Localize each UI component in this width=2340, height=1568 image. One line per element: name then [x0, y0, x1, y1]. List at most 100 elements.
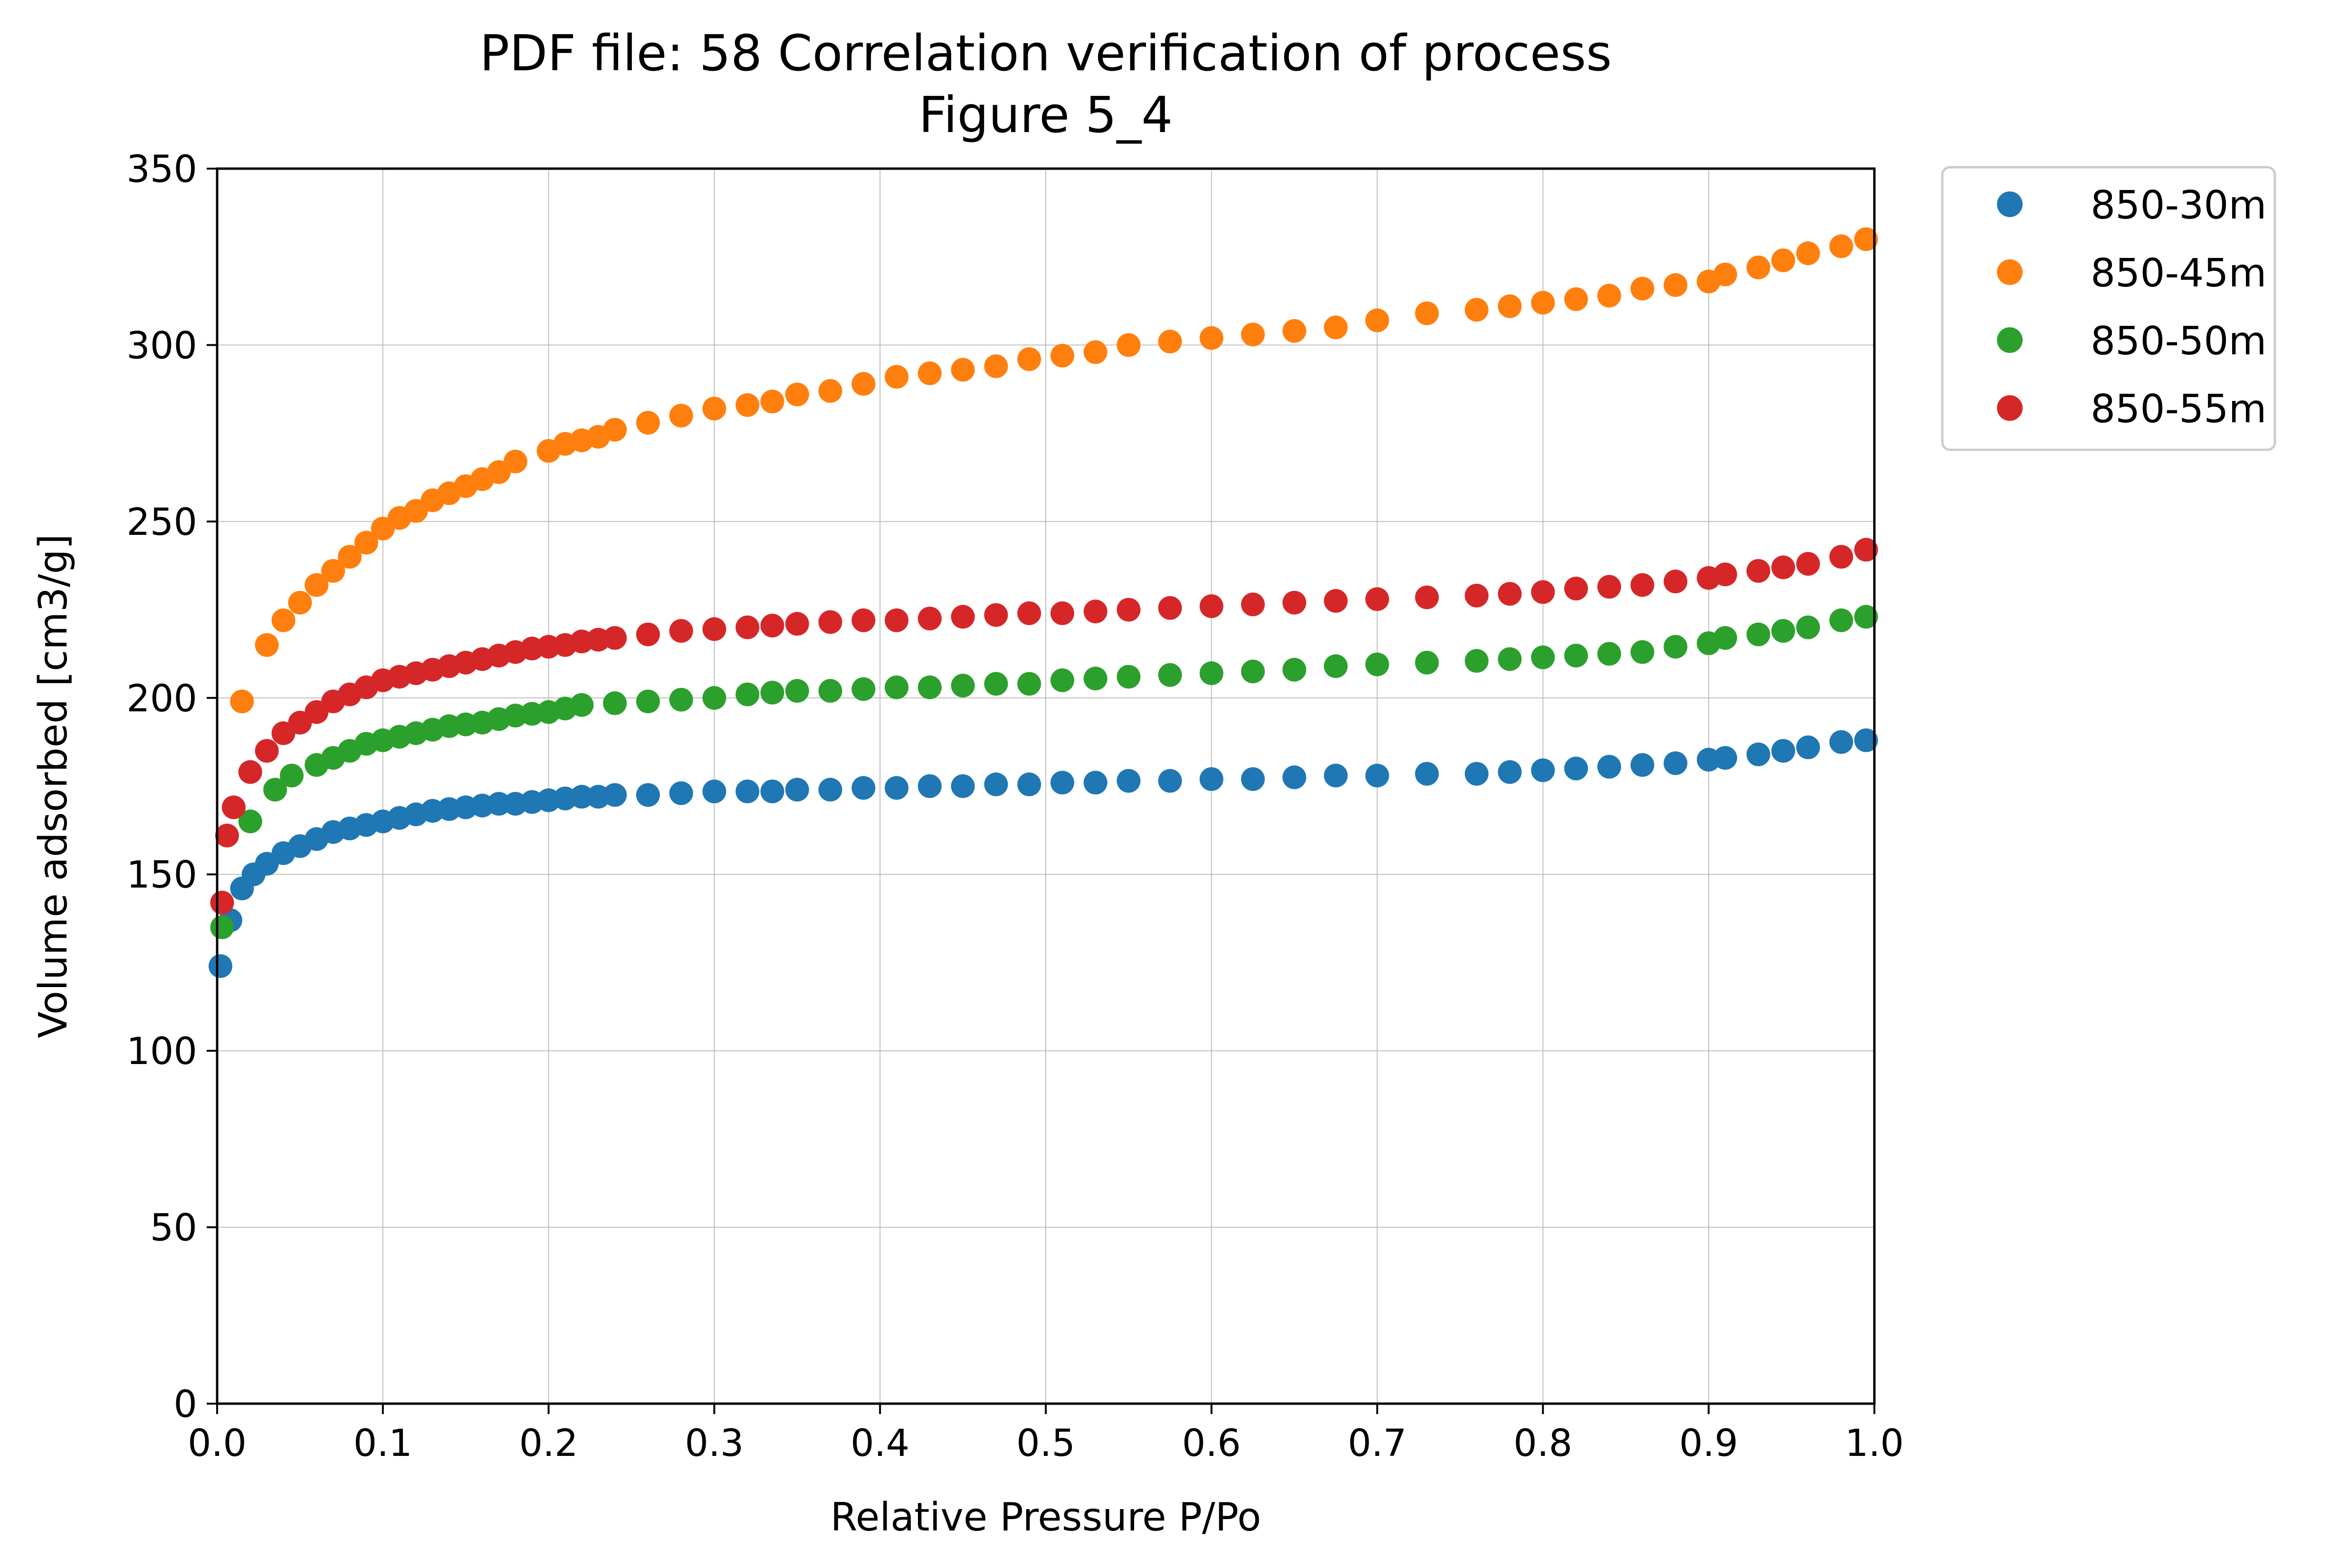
- chart-title-line-1: PDF file: 58 Correlation verification of…: [480, 24, 1612, 82]
- data-point: [1158, 596, 1182, 620]
- data-point: [1663, 635, 1688, 659]
- data-point: [760, 390, 784, 414]
- data-point: [885, 675, 909, 699]
- data-point: [1199, 661, 1223, 685]
- data-point: [1158, 769, 1182, 793]
- data-point: [1771, 739, 1796, 763]
- data-point: [570, 693, 594, 717]
- data-point: [1365, 308, 1389, 333]
- data-point: [851, 677, 876, 701]
- data-point: [818, 610, 842, 634]
- legend-label: 850-55m: [2091, 387, 2266, 432]
- data-point: [503, 449, 527, 474]
- data-point: [984, 603, 1008, 627]
- legend-marker: [1997, 191, 2023, 217]
- data-point: [1854, 227, 1878, 251]
- data-point: [1464, 762, 1489, 786]
- data-point: [1282, 765, 1307, 789]
- axis-ticks: 0.0 0.1 0.2 0.3 0.4 0.5 0.6 0.7 0.8 0.9 1.0 0 50 100 1…: [126, 148, 1904, 1465]
- data-point: [1282, 590, 1307, 615]
- data-point: [760, 779, 784, 804]
- data-point: [760, 614, 784, 637]
- data-point: [1158, 663, 1182, 687]
- data-point: [1017, 347, 1041, 371]
- data-point: [885, 608, 909, 632]
- data-point: [1017, 672, 1041, 696]
- data-point: [917, 675, 942, 699]
- y-axis-label: Volume adsorbed [cm3/g]: [31, 534, 76, 1038]
- data-point: [851, 372, 876, 396]
- data-point: [1415, 762, 1439, 786]
- data-point: [818, 778, 842, 802]
- data-point: [1324, 654, 1348, 678]
- data-point: [951, 674, 975, 698]
- y-tick-label: 350: [126, 148, 197, 191]
- data-point: [636, 622, 660, 646]
- data-point: [735, 682, 760, 706]
- data-point: [885, 365, 909, 389]
- data-point: [1365, 763, 1389, 788]
- data-point: [785, 382, 809, 407]
- y-tick-label: 300: [126, 324, 197, 367]
- data-point: [818, 679, 842, 703]
- data-point: [669, 404, 693, 428]
- data-point: [1498, 647, 1522, 671]
- data-point: [1050, 668, 1074, 693]
- legend-label: 850-30m: [2091, 183, 2266, 228]
- data-point: [760, 681, 784, 705]
- data-point: [1464, 298, 1489, 322]
- data-point: [1199, 767, 1223, 791]
- data-point: [1498, 294, 1522, 318]
- data-point: [603, 783, 627, 807]
- data-point: [1241, 592, 1265, 617]
- data-point: [735, 779, 760, 804]
- data-point: [1796, 241, 1820, 266]
- data-point: [1746, 742, 1770, 767]
- x-tick-label: 0.7: [1348, 1422, 1407, 1465]
- data-point: [1241, 659, 1265, 684]
- x-tick-label: 1.0: [1845, 1422, 1904, 1465]
- x-tick-label: 0.4: [850, 1422, 909, 1465]
- data-point: [1854, 728, 1878, 752]
- data-point: [1564, 756, 1588, 780]
- data-point: [1564, 287, 1588, 311]
- data-point: [1199, 594, 1223, 618]
- x-tick-label: 0.0: [188, 1422, 247, 1465]
- data-point: [1083, 666, 1108, 691]
- legend-label: 850-50m: [2091, 319, 2266, 364]
- data-point: [208, 954, 232, 978]
- y-tick-label: 100: [126, 1030, 197, 1073]
- data-point: [487, 792, 511, 816]
- data-point: [1663, 751, 1688, 775]
- legend-marker: [1997, 327, 2023, 353]
- data-point: [1713, 746, 1738, 770]
- data-point: [1324, 763, 1348, 788]
- x-axis-label: Relative Pressure P/Po: [831, 1495, 1261, 1540]
- data-point: [1282, 657, 1307, 682]
- x-tick-label: 0.9: [1679, 1422, 1738, 1465]
- data-point: [785, 612, 809, 636]
- series-850-50m: [210, 605, 1878, 940]
- data-point: [1564, 644, 1588, 668]
- x-tick-label: 0.3: [685, 1422, 744, 1465]
- data-point: [1531, 291, 1555, 315]
- data-point: [1117, 333, 1141, 357]
- data-point: [210, 915, 234, 940]
- data-point: [1829, 608, 1853, 632]
- data-point: [1713, 262, 1738, 286]
- data-point: [1746, 622, 1770, 646]
- data-point: [1117, 769, 1141, 793]
- data-point: [917, 607, 942, 631]
- data-point: [917, 774, 942, 798]
- data-points: [208, 227, 1878, 978]
- y-tick-label: 0: [173, 1383, 197, 1426]
- series-850-55m: [210, 538, 1878, 915]
- data-point: [984, 354, 1008, 378]
- data-point: [279, 763, 304, 788]
- data-point: [1663, 570, 1688, 594]
- data-point: [1464, 649, 1489, 673]
- data-point: [1083, 770, 1108, 795]
- data-point: [1050, 601, 1074, 625]
- data-point: [1083, 599, 1108, 624]
